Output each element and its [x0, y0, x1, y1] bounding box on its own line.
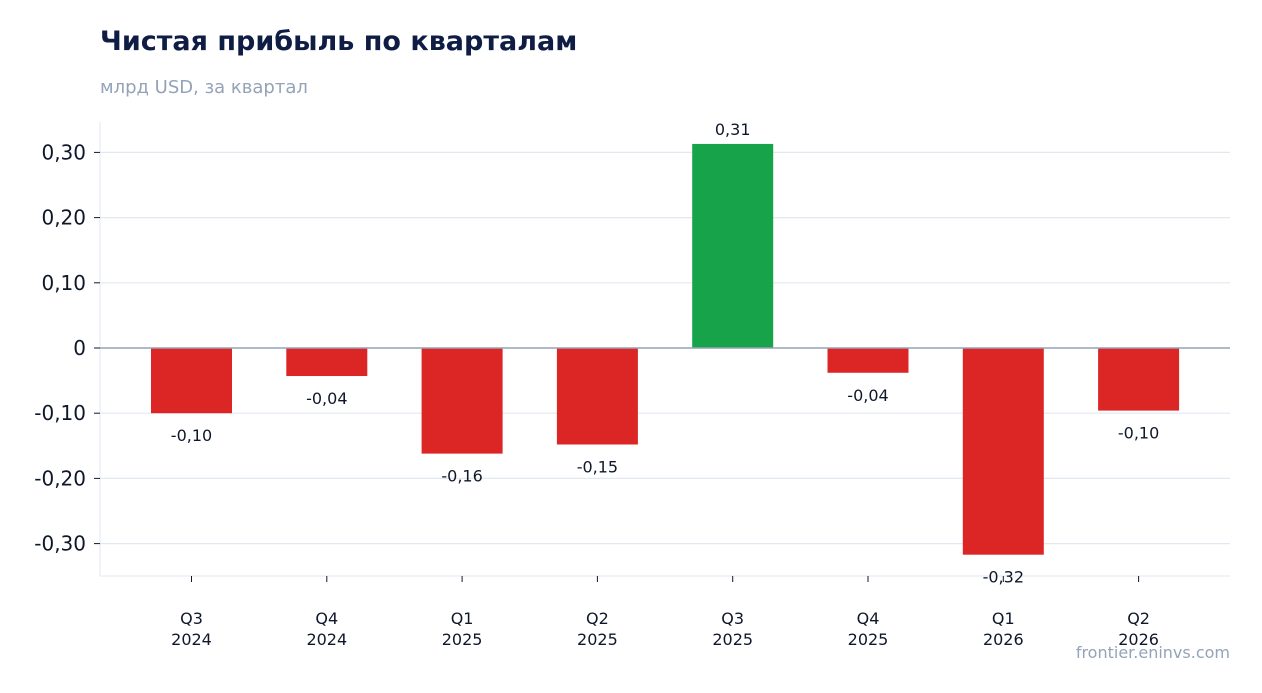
x-tick-label: 2025	[442, 630, 483, 649]
bar	[286, 348, 368, 377]
chart-title: Чистая прибыль по кварталам	[100, 26, 578, 57]
bar	[827, 348, 909, 373]
bar-value-label: -0,10	[171, 426, 212, 445]
x-tick-label: 2025	[577, 630, 618, 649]
y-tick-label: 0,30	[41, 140, 86, 164]
x-tick-label: 2026	[983, 630, 1024, 649]
bar-value-label: 0,31	[715, 120, 751, 139]
chart-subtitle: млрд USD, за квартал	[100, 77, 308, 98]
x-tick-label: Q1	[451, 609, 474, 628]
bar-value-label: -0,04	[306, 389, 347, 408]
bar-value-label: -0,10	[1118, 424, 1159, 443]
bar-value-label: -0,04	[847, 386, 888, 405]
bar-value-label: -0,15	[577, 457, 618, 476]
x-tick-label: 2026	[1118, 630, 1159, 649]
bar-value-label: -0,16	[441, 467, 482, 486]
x-tick-label: Q3	[180, 609, 203, 628]
bar	[151, 348, 232, 414]
x-tick-label: 2025	[712, 630, 753, 649]
x-tick-label: Q1	[992, 609, 1015, 628]
y-tick-label: 0,10	[41, 271, 86, 295]
y-tick-label: -0,10	[34, 401, 86, 425]
x-tick-label: Q3	[721, 609, 744, 628]
x-tick-label: Q2	[1127, 609, 1150, 628]
source-watermark: frontier.eninvs.com	[1075, 643, 1230, 662]
y-tick-label: -0,30	[34, 532, 86, 556]
y-tick-label: 0,20	[41, 206, 86, 230]
y-tick-label: 0	[73, 336, 86, 360]
x-tick-label: Q4	[315, 609, 338, 628]
bar	[692, 143, 774, 348]
x-tick-label: 2024	[306, 630, 347, 649]
y-tick-label: -0,20	[34, 466, 86, 490]
bar	[1098, 348, 1180, 411]
bar	[962, 348, 1044, 555]
x-tick-label: 2024	[171, 630, 212, 649]
x-tick-label: Q4	[857, 609, 880, 628]
x-tick-label: 2025	[848, 630, 889, 649]
bar	[556, 348, 638, 445]
bar	[421, 348, 503, 454]
x-tick-label: Q2	[586, 609, 609, 628]
